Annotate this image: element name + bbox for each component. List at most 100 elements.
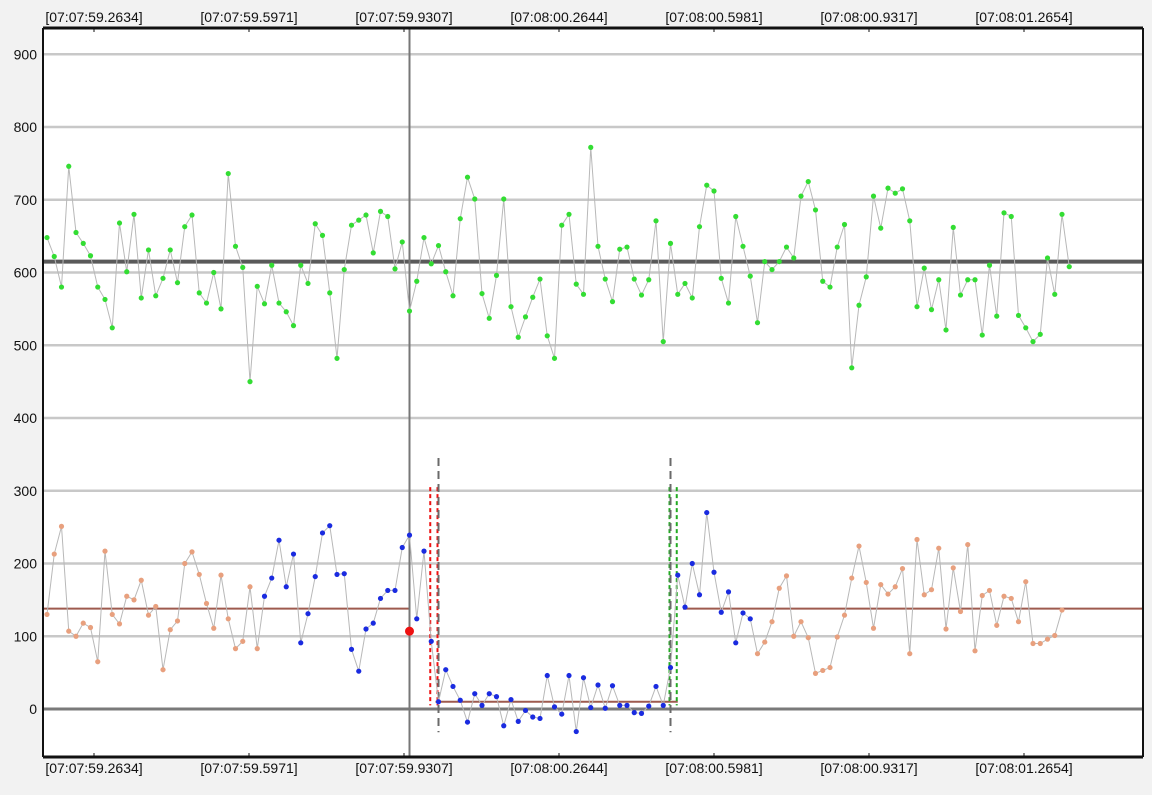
top-series-point (298, 262, 304, 268)
phase-boundaries (408, 28, 678, 757)
active-series-point (602, 705, 608, 711)
baseline-series-point (1059, 607, 1065, 613)
baseline-series-point (1023, 579, 1029, 585)
top-series-point (414, 278, 420, 284)
baseline-series-point (153, 603, 159, 610)
active-series-point (276, 537, 282, 543)
top-series-point (145, 247, 152, 253)
active-series-point (667, 664, 674, 671)
baseline-series-point (87, 624, 94, 631)
active-series-point (443, 667, 449, 673)
top-series-point (196, 290, 202, 296)
top-series-point (370, 250, 376, 256)
active-series-point (725, 589, 732, 595)
x-tick-label-top: [07:08:00.2644] (510, 9, 607, 25)
top-series-point (1044, 255, 1051, 261)
top-series-point (624, 244, 630, 250)
top-series-point (203, 300, 210, 306)
top-series-point (994, 313, 1000, 319)
baseline-series-point (936, 545, 942, 551)
top-series-point (385, 213, 391, 220)
baseline-series-point (776, 585, 782, 591)
top-series-point (776, 258, 782, 265)
top-series-point (704, 182, 710, 188)
baseline-series-point (1015, 619, 1022, 625)
active-series-point (696, 592, 703, 598)
baseline-series-point (979, 592, 985, 599)
baseline-series-point (131, 597, 137, 603)
baseline-series-point (44, 611, 50, 618)
top-series-point (754, 320, 761, 326)
active-series-point (573, 728, 579, 735)
active-series-point (566, 672, 572, 679)
active-series-point (428, 638, 434, 644)
active-series-point (327, 523, 333, 529)
baseline-series-point (109, 611, 115, 618)
baseline-series-point (950, 565, 956, 571)
y-tick-label: 600 (14, 265, 38, 281)
baseline-series-point (138, 577, 144, 583)
active-series-point (406, 532, 413, 538)
top-series-point (269, 262, 275, 268)
baseline-series-point (167, 627, 173, 633)
active-series-point (377, 595, 384, 602)
active-series-point (421, 548, 427, 554)
y-tick-label: 100 (14, 628, 38, 644)
x-tick-label-top: [07:07:59.5971] (200, 9, 297, 25)
active-series-point (501, 723, 507, 729)
baseline-series-point (174, 618, 181, 624)
baseline-series-point (899, 565, 906, 572)
top-series-point (486, 315, 492, 321)
top-series-point (493, 272, 500, 279)
x-tick-label-bottom: [07:08:00.2644] (510, 760, 607, 776)
top-series-point (261, 301, 268, 307)
x-tick-label-bottom: [07:08:01.2654] (975, 760, 1072, 776)
top-series-point (602, 276, 608, 282)
active-series-point (486, 691, 492, 697)
active-series-point (370, 620, 376, 626)
baseline-series-point (218, 572, 224, 578)
top-series-point (573, 281, 579, 287)
top-series-point (580, 291, 587, 297)
baseline-series-point (841, 612, 848, 618)
baseline-series-point (820, 667, 826, 674)
baseline-series-point (943, 626, 949, 632)
top-series-point (617, 246, 623, 252)
x-tick-label-bottom: [07:08:00.5981] (665, 760, 762, 776)
active-series-point (609, 683, 616, 689)
horizontal-gridlines (43, 53, 1143, 711)
top-series-connector (46, 147, 1070, 382)
active-series-point (747, 616, 753, 622)
top-series-point (928, 307, 935, 313)
baseline-series-point (225, 616, 231, 622)
baseline-series-point (791, 633, 797, 639)
top-series-point (769, 266, 775, 273)
top-series-point (1001, 210, 1007, 216)
top-series-point (696, 224, 703, 230)
baseline-series-point (232, 646, 239, 652)
active-series-point (363, 626, 369, 632)
top-series-point (211, 269, 217, 276)
baseline-series-point (870, 625, 877, 631)
y-axis-tick-labels: 0 100 200 300 400 500 600 700 800 900 (14, 46, 38, 717)
active-series-point (493, 694, 500, 700)
top-series-point (421, 234, 427, 241)
top-series-point (885, 185, 891, 191)
baseline-series-point (762, 639, 768, 645)
top-series-point (363, 212, 369, 218)
top-series-point (979, 332, 985, 338)
active-series-point (457, 697, 463, 703)
baseline-series-point (907, 651, 913, 657)
selected-point-marker (405, 626, 414, 636)
top-series-point (972, 277, 978, 283)
active-series-point (689, 560, 695, 567)
baseline-series-point (1008, 595, 1014, 602)
baseline-series-point (965, 541, 971, 548)
top-series-point (232, 243, 239, 249)
top-series-point (827, 284, 833, 290)
active-series-point (334, 571, 340, 578)
top-series-point (450, 293, 456, 299)
active-series-point (385, 587, 391, 594)
top-series-point (508, 304, 514, 310)
y-tick-label: 400 (14, 410, 38, 426)
